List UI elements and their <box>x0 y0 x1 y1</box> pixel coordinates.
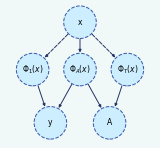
Text: $\Phi_1(x)$: $\Phi_1(x)$ <box>22 63 43 76</box>
Circle shape <box>34 107 67 139</box>
Circle shape <box>93 107 126 139</box>
Text: $\Phi_T(x)$: $\Phi_T(x)$ <box>117 63 138 76</box>
Circle shape <box>111 53 144 86</box>
Circle shape <box>16 53 49 86</box>
Circle shape <box>64 53 96 86</box>
Circle shape <box>64 6 96 38</box>
Text: x: x <box>78 18 82 27</box>
Text: A: A <box>107 118 112 127</box>
Text: $\Phi_A(x)$: $\Phi_A(x)$ <box>69 63 91 76</box>
Text: y: y <box>48 118 53 127</box>
